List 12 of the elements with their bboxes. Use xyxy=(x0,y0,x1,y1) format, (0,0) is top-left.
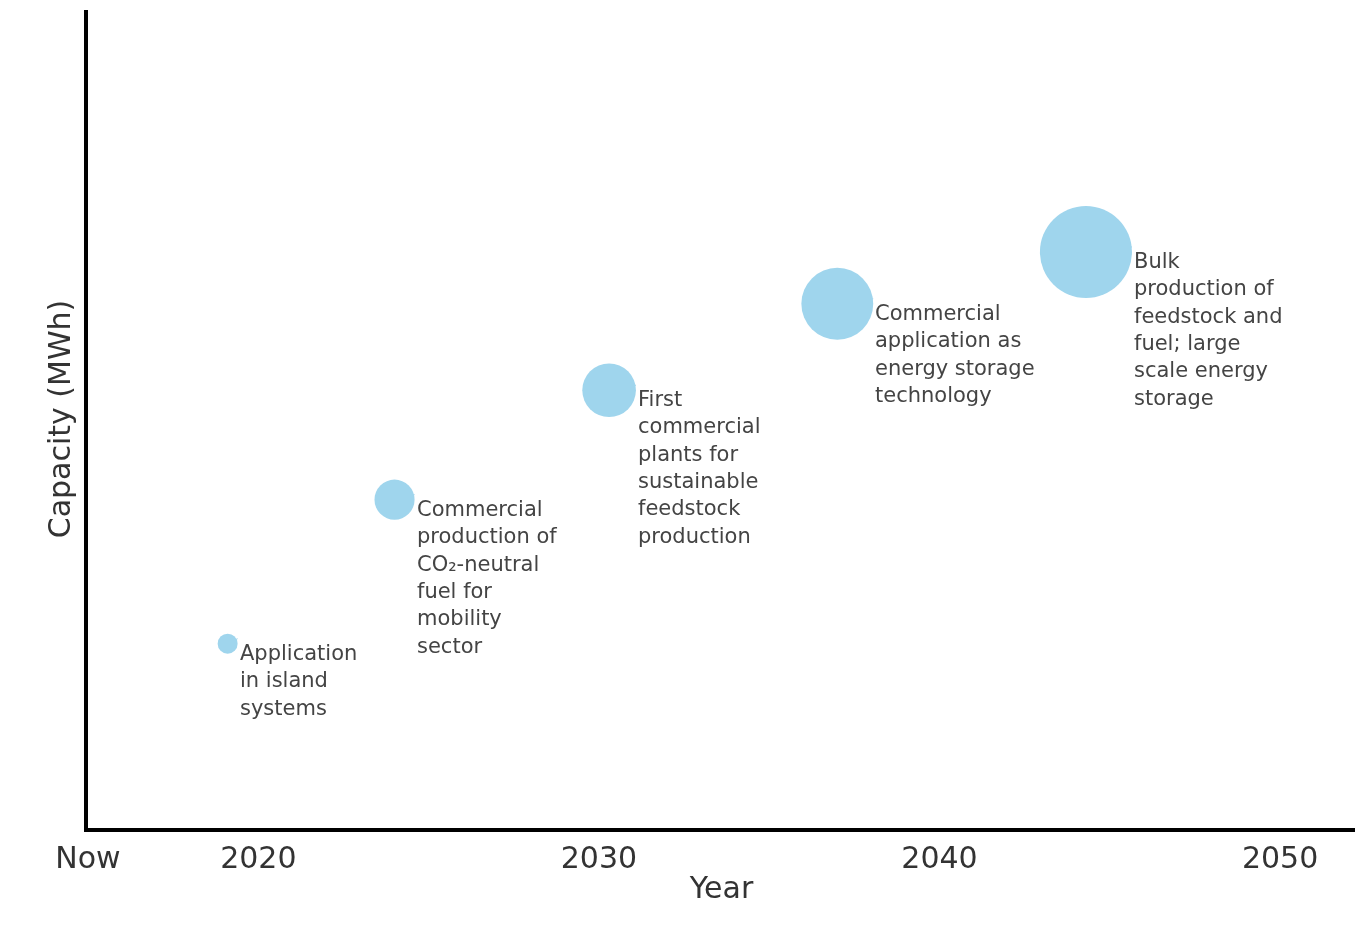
annotation: First commercial plants for sustainable feedstock production xyxy=(638,387,761,548)
x-axis-title: Year xyxy=(688,870,754,905)
y-axis-title: Capacity (MWh) xyxy=(41,299,77,539)
annotation: Bulk production of feedstock and fuel; large scale energy storage xyxy=(1134,249,1283,410)
x-tick-label: 2030 xyxy=(560,840,638,875)
x-tick-label: 2020 xyxy=(220,840,297,875)
x-tick-label: 2040 xyxy=(901,840,978,875)
x-tick-label: 2050 xyxy=(1241,840,1319,875)
annotation: Application in island systems xyxy=(240,641,358,720)
annotation: Commercial production of CO₂-neutral fuel for mobility sector xyxy=(417,497,558,658)
x-tick-label: Now xyxy=(55,840,121,875)
annotation: Commercial application as energy storage technology xyxy=(875,301,1035,407)
